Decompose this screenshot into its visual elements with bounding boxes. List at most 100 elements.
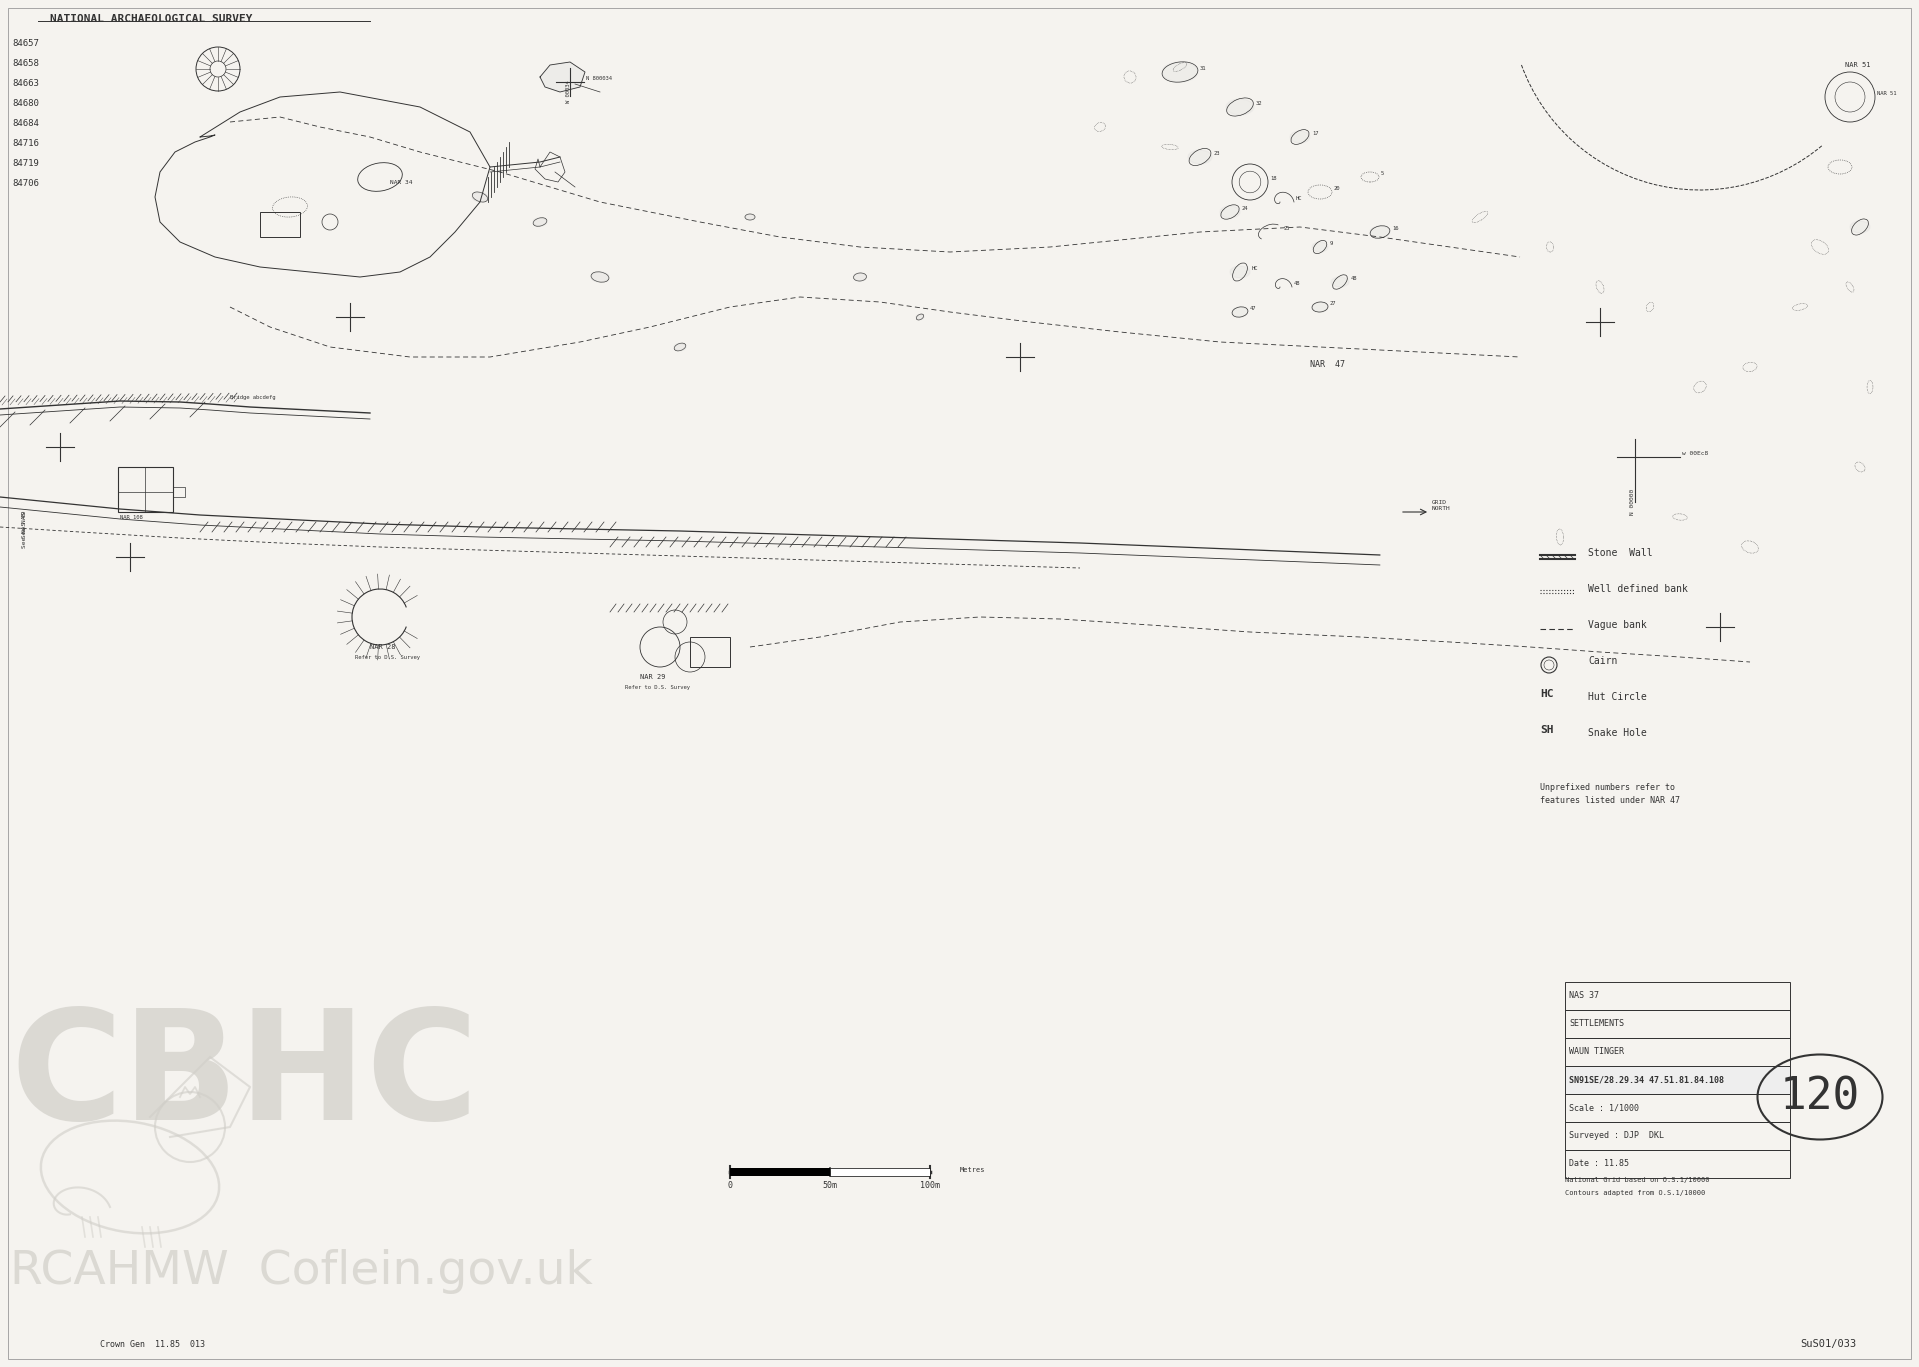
Polygon shape: [674, 343, 685, 350]
Text: Surveyed : DJP  DKL: Surveyed : DJP DKL: [1570, 1132, 1664, 1140]
Polygon shape: [1313, 242, 1328, 252]
Text: Bridge abcdefg: Bridge abcdefg: [230, 395, 276, 401]
Bar: [1566, 1038, 1790, 1066]
Text: Date : 11.85: Date : 11.85: [1570, 1159, 1629, 1169]
Polygon shape: [533, 217, 547, 226]
Text: SN91SE/28.29.34 47.51.81.84.108: SN91SE/28.29.34 47.51.81.84.108: [1570, 1076, 1723, 1084]
Text: 0: 0: [727, 1181, 733, 1191]
Bar: [831, 1167, 931, 1176]
Text: Unprefixed numbers refer to
features listed under NAR 47: Unprefixed numbers refer to features lis…: [1541, 783, 1679, 805]
Text: 16: 16: [1391, 226, 1399, 231]
Text: NAR  47: NAR 47: [1311, 360, 1345, 369]
Bar: [1566, 1010, 1790, 1038]
Text: NAR 28: NAR 28: [370, 644, 395, 649]
Bar: [1566, 982, 1790, 1010]
Text: SETTLEMENTS: SETTLEMENTS: [1570, 1020, 1623, 1028]
Text: w 00Ec8: w 00Ec8: [1681, 451, 1708, 457]
Text: 23: 23: [1215, 150, 1220, 156]
Bar: [1566, 1122, 1790, 1150]
Text: 84684: 84684: [12, 119, 38, 128]
Text: 20: 20: [1334, 186, 1341, 191]
Polygon shape: [1290, 131, 1311, 144]
Text: Well defined bank: Well defined bank: [1589, 584, 1689, 595]
Text: Metres: Metres: [960, 1167, 986, 1173]
Bar: [259, 212, 299, 236]
Text: 84663: 84663: [12, 79, 38, 87]
Text: Crown Gen  11.85  013: Crown Gen 11.85 013: [100, 1340, 205, 1349]
Text: Stone  Wall: Stone Wall: [1589, 548, 1652, 558]
Polygon shape: [472, 193, 487, 201]
Text: HC: HC: [1251, 267, 1259, 271]
Bar: [1566, 1094, 1790, 1122]
Polygon shape: [915, 314, 925, 320]
Text: NAR 34: NAR 34: [390, 180, 413, 185]
Text: 84658: 84658: [12, 59, 38, 68]
Text: NATIONAL ARCHAEOLOGICAL SURVEY: NATIONAL ARCHAEOLOGICAL SURVEY: [50, 14, 253, 25]
Text: GRID
NORTH: GRID NORTH: [1432, 500, 1451, 511]
Text: Cairn: Cairn: [1589, 656, 1618, 666]
Text: N 00000: N 00000: [1629, 488, 1635, 515]
Text: Refer to D.S. Survey: Refer to D.S. Survey: [355, 655, 420, 660]
Text: WAUN TINGER: WAUN TINGER: [1570, 1047, 1623, 1057]
Text: 100m: 100m: [919, 1181, 940, 1191]
Polygon shape: [1188, 150, 1211, 164]
Text: NAR 51: NAR 51: [1877, 92, 1896, 96]
Polygon shape: [1332, 278, 1349, 287]
Text: 84706: 84706: [12, 179, 38, 189]
Polygon shape: [1226, 98, 1253, 115]
Text: CBHC: CBHC: [10, 1002, 478, 1151]
Text: 50m: 50m: [823, 1181, 837, 1191]
Text: N 800034: N 800034: [585, 77, 612, 81]
Polygon shape: [539, 62, 585, 92]
Bar: [117, 468, 173, 513]
Text: 5: 5: [1382, 171, 1384, 176]
Text: 120: 120: [1781, 1076, 1860, 1118]
Text: 84719: 84719: [12, 159, 38, 168]
Text: 9: 9: [1330, 241, 1334, 246]
Text: SH: SH: [1541, 725, 1554, 735]
Text: 31: 31: [1199, 66, 1207, 71]
Polygon shape: [745, 215, 754, 220]
Text: Snake Hole: Snake Hole: [1589, 729, 1647, 738]
Polygon shape: [1230, 267, 1249, 278]
Text: Refer to D.S. Survey: Refer to D.S. Survey: [626, 685, 691, 690]
Text: 84716: 84716: [12, 139, 38, 148]
Text: 32: 32: [1257, 101, 1263, 107]
Polygon shape: [1220, 206, 1240, 217]
Text: National Grid based on O.S.1/10000: National Grid based on O.S.1/10000: [1566, 1177, 1710, 1182]
Text: NAR 108: NAR 108: [121, 515, 142, 519]
Text: 25: 25: [1284, 226, 1290, 231]
Bar: [1566, 1150, 1790, 1178]
Text: SuS01/033: SuS01/033: [1800, 1340, 1856, 1349]
Text: 47: 47: [1249, 306, 1257, 312]
Text: 48: 48: [1351, 276, 1357, 282]
Text: See NAS 49: See NAS 49: [21, 510, 27, 548]
Text: 24: 24: [1242, 206, 1249, 211]
Polygon shape: [1370, 226, 1389, 238]
Text: Scale : 1/1000: Scale : 1/1000: [1570, 1103, 1639, 1113]
Text: Contours adapted from O.S.1/10000: Contours adapted from O.S.1/10000: [1566, 1191, 1706, 1196]
Text: Hut Circle: Hut Circle: [1589, 692, 1647, 703]
Polygon shape: [1850, 221, 1869, 232]
Polygon shape: [1163, 62, 1197, 82]
Polygon shape: [591, 272, 608, 282]
Text: See NAS: See NAS: [21, 511, 27, 539]
Polygon shape: [1313, 302, 1328, 312]
Text: HC: HC: [1295, 195, 1303, 201]
Text: 27: 27: [1330, 301, 1336, 306]
Polygon shape: [1232, 308, 1247, 317]
Text: NAR 29: NAR 29: [641, 674, 666, 679]
Text: 84657: 84657: [12, 40, 38, 48]
Bar: [691, 637, 729, 667]
Text: NAR 51: NAR 51: [1844, 62, 1871, 68]
Text: NAS 37: NAS 37: [1570, 991, 1599, 1001]
Bar: [729, 1167, 831, 1176]
Text: 18: 18: [1270, 176, 1276, 180]
Text: RCAHMW  Coflein.gov.uk: RCAHMW Coflein.gov.uk: [10, 1249, 593, 1295]
Text: 48: 48: [1293, 282, 1301, 286]
Text: Vague bank: Vague bank: [1589, 621, 1647, 630]
Text: 84680: 84680: [12, 98, 38, 108]
Polygon shape: [854, 273, 867, 282]
Text: HC: HC: [1541, 689, 1554, 699]
Text: W 00034: W 00034: [566, 81, 572, 103]
